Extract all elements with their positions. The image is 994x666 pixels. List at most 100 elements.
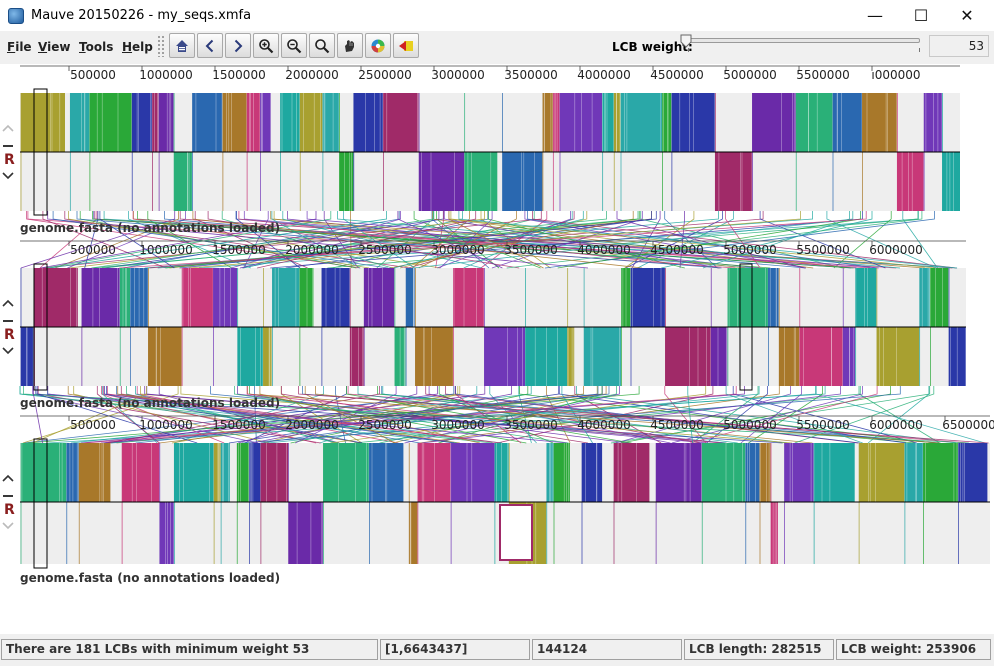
- lcb-block: [339, 152, 354, 211]
- panel-1-tick-label: 4500000: [650, 68, 703, 82]
- menu-tools-mnemonic: T: [79, 40, 86, 54]
- scroll-left-button[interactable]: [197, 33, 223, 58]
- menu-tools-rest: ools: [85, 40, 114, 54]
- zoom-magnifier-button[interactable]: [309, 33, 335, 58]
- lcb-block: [453, 268, 484, 327]
- lcb-block: [665, 327, 711, 386]
- lcb-weight-label: LCB weight:: [612, 40, 693, 54]
- panel-3-reverse-label[interactable]: R: [4, 502, 15, 518]
- status-position: 144124: [532, 639, 682, 660]
- panel-3-move-down-icon[interactable]: [0, 518, 16, 534]
- lcb-block: [350, 327, 364, 386]
- lcb-connector-line: [794, 386, 935, 444]
- lcb-connector-line: [450, 211, 935, 269]
- lcb-connector-line: [902, 211, 938, 269]
- lcb-block: [843, 327, 856, 386]
- panel-1-move-down-icon[interactable]: [0, 168, 16, 184]
- panel-2-move-down-icon[interactable]: [0, 343, 16, 359]
- panel-1-cursor-box: [33, 88, 48, 216]
- lcb-block: [752, 93, 796, 152]
- lcb-connector-line: [50, 211, 387, 269]
- panel-2-move-up-icon[interactable]: [0, 295, 16, 311]
- lcb-block: [614, 443, 650, 502]
- lcb-connector-line: [295, 386, 397, 444]
- lcb-connector-line: [518, 386, 532, 444]
- lcb-connector-line: [198, 211, 919, 269]
- lcb-connector-line: [404, 386, 620, 444]
- lcb-connector-line: [23, 386, 970, 444]
- home-button[interactable]: [169, 33, 195, 58]
- lcb-connector-line: [412, 211, 470, 269]
- lcb-connector-line: [815, 386, 986, 444]
- lcb-block: [464, 152, 498, 211]
- lcb-connector-line: [436, 211, 500, 269]
- panel-2-tick-label: 1500000: [212, 243, 265, 257]
- panel-1-tick-label: 2000000: [285, 68, 338, 82]
- panel-3-move-up-icon[interactable]: [0, 470, 16, 486]
- lcb-block: [779, 327, 800, 386]
- menu-file[interactable]: File: [7, 40, 32, 54]
- lcb-connector-line: [281, 386, 588, 444]
- lcb-connector-line: [84, 211, 99, 269]
- chevron-left-icon: [205, 39, 214, 52]
- lcb-block: [814, 443, 855, 502]
- menu-help[interactable]: Help: [122, 40, 153, 54]
- hand-pan-button[interactable]: [337, 33, 363, 58]
- panel-1-reverse-label[interactable]: R: [4, 152, 15, 168]
- lcb-connector-line: [357, 386, 738, 444]
- lcb-block: [214, 443, 221, 502]
- lcb-connector-line: [23, 386, 455, 444]
- lcb-connector-line: [437, 211, 571, 269]
- panel-1-collapse-icon[interactable]: [0, 138, 16, 154]
- lcb-connector-line: [610, 386, 931, 444]
- lcb-block: [602, 93, 614, 152]
- menu-view[interactable]: View: [38, 40, 70, 54]
- lcb-block: [81, 268, 120, 327]
- lcb-connector-line: [304, 386, 395, 444]
- lcb-weight-slider-thumb[interactable]: [680, 34, 692, 48]
- lcb-block: [715, 152, 752, 211]
- lcb-connector-line: [438, 386, 554, 444]
- status-summary: There are 181 LCBs with minimum weight 5…: [1, 639, 378, 660]
- lcb-connector-line: [725, 211, 761, 269]
- lcb-connector-line: [192, 211, 643, 269]
- lcb-weight-slider-track[interactable]: [688, 38, 920, 43]
- panel-3-genome-label: genome.fasta (no annotations loaded): [20, 571, 281, 585]
- panel-1-move-up-icon[interactable]: [0, 120, 16, 136]
- lcb-block: [631, 268, 665, 327]
- lcb-block: [415, 327, 453, 386]
- lcb-connector-line: [26, 211, 361, 269]
- lcb-block: [260, 93, 271, 152]
- scroll-right-button[interactable]: [225, 33, 251, 58]
- lcb-connector-line: [679, 211, 685, 269]
- panel-1-tick-label: 4000000: [577, 68, 630, 82]
- maximize-button[interactable]: ☐: [898, 0, 944, 31]
- lcb-connector-line: [487, 211, 685, 269]
- panel-2-collapse-icon[interactable]: [0, 313, 16, 329]
- lcb-block: [876, 327, 920, 386]
- highlight-button[interactable]: [393, 33, 419, 58]
- minimize-button[interactable]: —: [852, 0, 898, 31]
- zoom-out-icon: [287, 38, 302, 53]
- lcb-weight-field[interactable]: 53: [929, 35, 989, 57]
- panel-2-tick-label: 2000000: [285, 243, 338, 257]
- lcb-alignment-canvas[interactable]: 500000 1000000 1500000 2000000 2500000 300000…: [0, 64, 994, 634]
- color-scheme-button[interactable]: [365, 33, 391, 58]
- lcb-connector-line: [260, 386, 610, 444]
- toolbar-grip[interactable]: [157, 35, 165, 57]
- menu-tools[interactable]: Tools: [79, 40, 113, 54]
- panel-2-reverse-label[interactable]: R: [4, 327, 15, 343]
- zoom-in-button[interactable]: [253, 33, 279, 58]
- zoom-out-button[interactable]: [281, 33, 307, 58]
- lcb-connector-line: [84, 386, 737, 444]
- lcb-connector-line: [337, 211, 901, 269]
- lcb-connector-line: [259, 386, 480, 444]
- lcb-connector-line: [616, 211, 805, 269]
- lcb-connector-line: [47, 211, 589, 269]
- panel-3-collapse-icon[interactable]: [0, 488, 16, 504]
- lcb-block: [560, 93, 602, 152]
- close-button[interactable]: ✕: [944, 0, 990, 31]
- lcb-connector-line: [20, 211, 176, 269]
- lcb-connector-line: [497, 386, 714, 444]
- alignment-view[interactable]: 500000 1000000 1500000 2000000 2500000 300000…: [0, 64, 994, 634]
